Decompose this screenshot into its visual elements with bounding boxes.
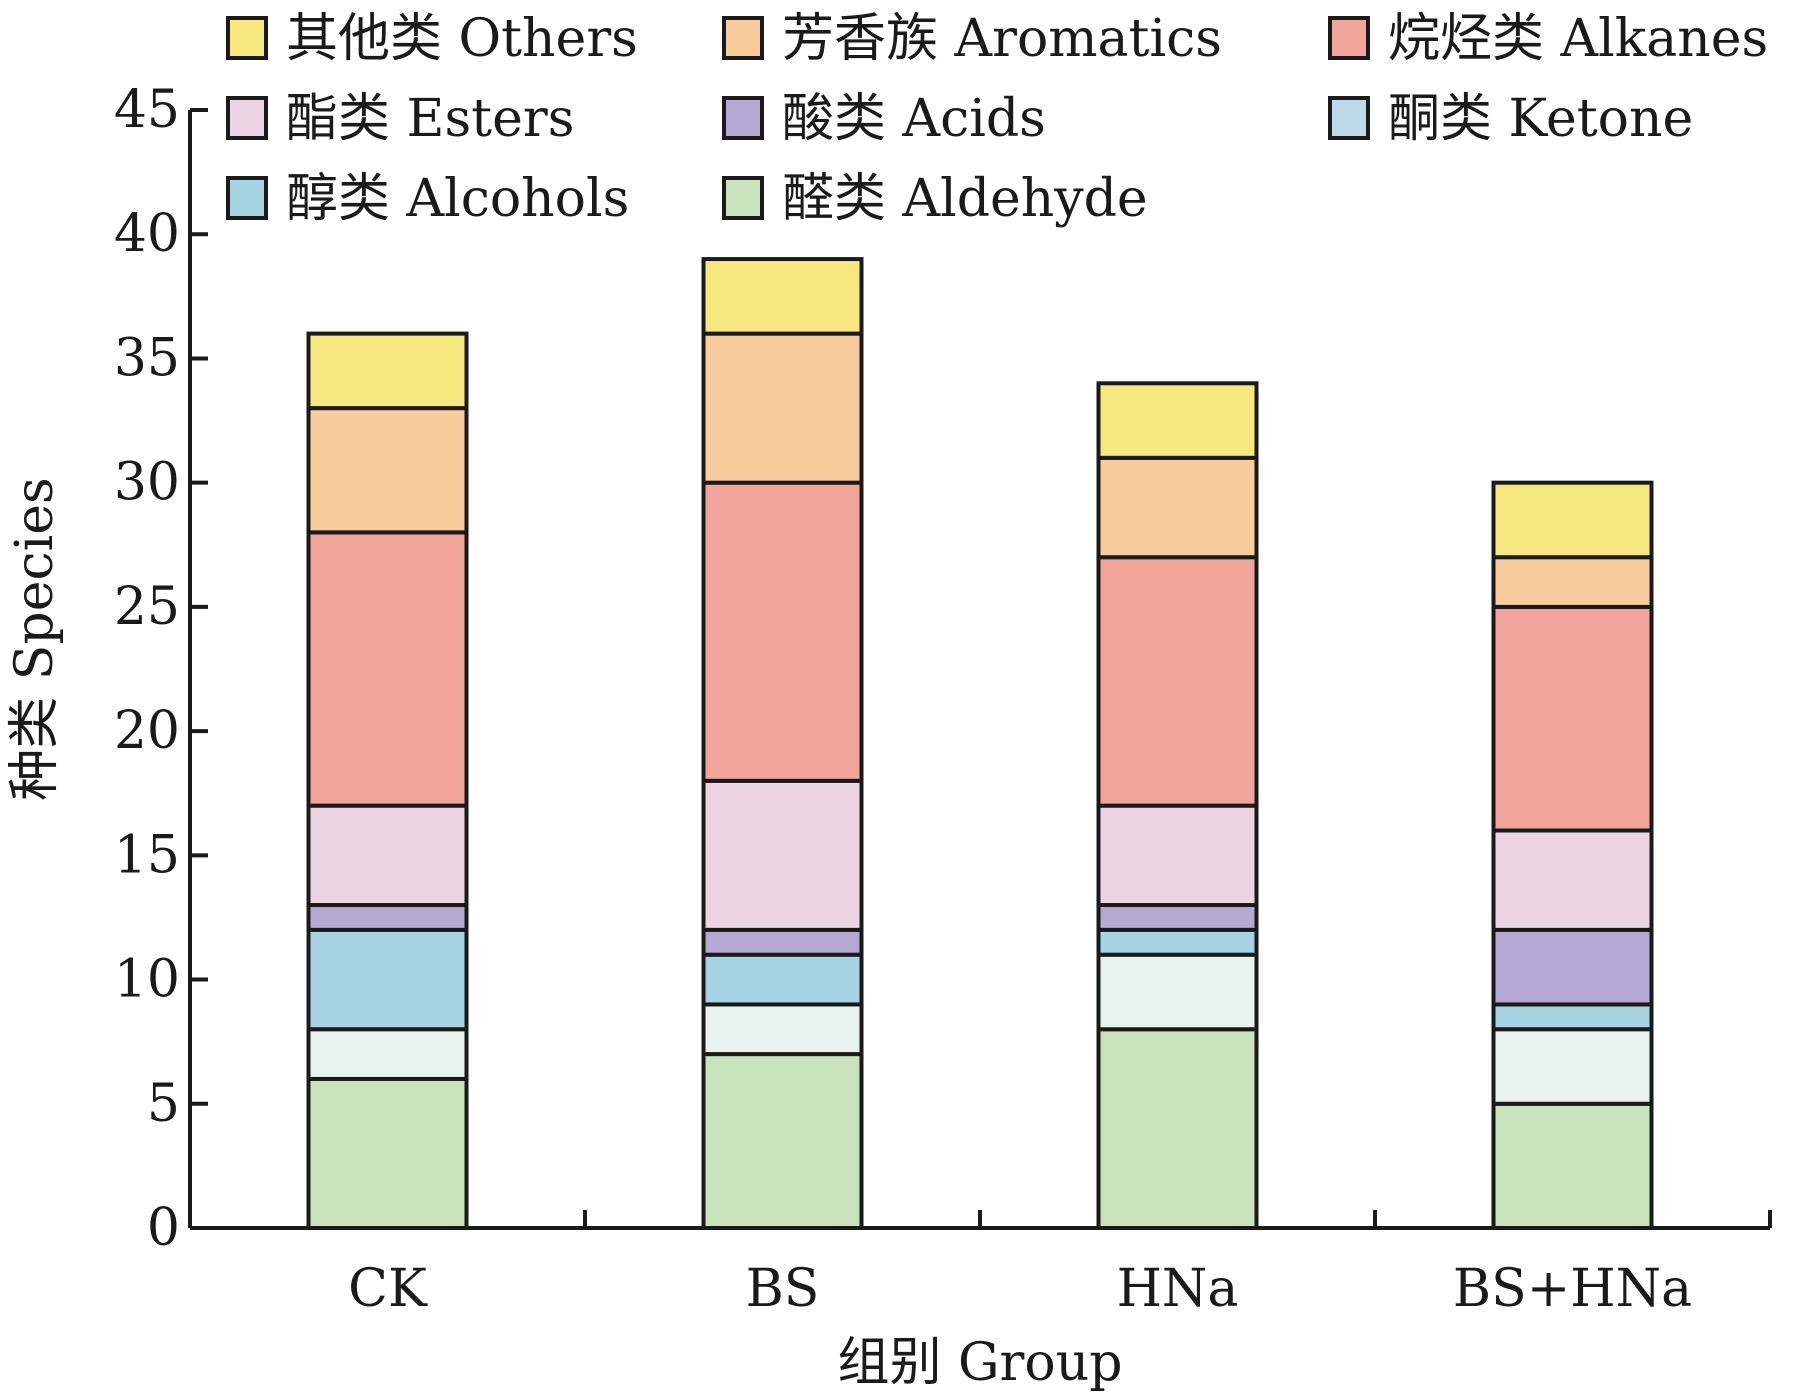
bar-segment (701, 331, 864, 485)
bar-segment (306, 530, 469, 808)
bar-segment (1491, 927, 1654, 1007)
x-axis-title: 组别 Group (837, 1333, 1122, 1393)
bar-segment (1096, 952, 1259, 1032)
legend-label: 酮类 Ketone (1388, 89, 1693, 149)
bar-segment (1096, 381, 1259, 460)
legend-label: 烷烃类 Alkanes (1388, 9, 1768, 69)
legend-label: 酯类 Esters (286, 89, 574, 149)
bar-segment (1491, 1027, 1654, 1106)
bar-segment (1096, 455, 1259, 560)
legend-swatch (1328, 96, 1370, 140)
bars (306, 257, 1654, 1231)
bar-segment (306, 927, 469, 1032)
legend-item: 酮类 Ketone (1328, 89, 1693, 149)
bar-segment (1491, 828, 1654, 932)
bar-segment (1491, 1101, 1654, 1231)
bar-ck (306, 331, 469, 1231)
bar-segment (1096, 903, 1259, 932)
legend-item: 醇类 Alcohols (226, 169, 629, 229)
legend-label: 醇类 Alcohols (286, 169, 629, 229)
y-tick-label: 30 (114, 453, 180, 513)
legend-swatch (722, 96, 764, 140)
bar-segment (306, 803, 469, 908)
axes (188, 110, 1770, 1230)
legend-swatch (1328, 16, 1370, 60)
y-tick-label: 20 (114, 701, 180, 761)
x-tick-label: CK (348, 1259, 428, 1319)
y-tick-label: 35 (114, 328, 180, 388)
y-tick-label: 40 (114, 204, 180, 264)
legend-swatch (722, 176, 764, 220)
bar-segment (306, 903, 469, 932)
bar-segment (306, 406, 469, 535)
bar-segment (701, 257, 864, 336)
bar-segment (1491, 1002, 1654, 1032)
x-tick-label: BS (746, 1259, 820, 1319)
y-axis-title: 种类 Species (5, 477, 65, 800)
legend-label: 芳香族 Aromatics (782, 9, 1222, 69)
legend-swatch (226, 176, 268, 220)
bar-segment (306, 1076, 469, 1231)
x-axis-tick-labels: CK BS HNa BS+HNa (348, 1259, 1692, 1319)
bar-segment (1096, 1027, 1259, 1230)
y-tick-label: 10 (114, 950, 180, 1010)
y-tick-label: 5 (147, 1074, 180, 1134)
bar-segment (1491, 604, 1654, 833)
bar-segment (701, 927, 864, 957)
legend-label: 其他类 Others (286, 9, 638, 69)
legend-item: 芳香族 Aromatics (722, 9, 1222, 69)
bar-segment (1096, 927, 1259, 957)
y-tick-label: 0 (147, 1198, 180, 1258)
y-tick-label: 15 (114, 825, 180, 885)
legend-item: 酸类 Acids (722, 89, 1046, 149)
bar-bs (701, 257, 864, 1230)
bar-segment (1096, 803, 1259, 908)
bar-segment (701, 778, 864, 932)
bar-segment (306, 1027, 469, 1081)
bar-bs-hna (1491, 480, 1654, 1231)
bar-segment (1491, 480, 1654, 560)
bar-segment (701, 1002, 864, 1057)
bar-hna (1096, 381, 1259, 1230)
x-tick-label: BS+HNa (1453, 1259, 1692, 1319)
y-tick-label: 25 (114, 577, 180, 637)
bar-segment (701, 952, 864, 1007)
bar-segment (701, 1052, 864, 1230)
x-tick-label: HNa (1117, 1259, 1239, 1319)
y-tick-label: 45 (114, 80, 180, 140)
bar-segment (1096, 555, 1259, 808)
legend-swatch (226, 16, 268, 60)
y-axis-ticks: 0 5 10 15 20 25 30 35 40 45 (114, 80, 1772, 1258)
bar-segment (701, 480, 864, 783)
legend-swatch (226, 96, 268, 140)
legend-item: 其他类 Others (226, 9, 638, 69)
legend-item: 烷烃类 Alkanes (1328, 9, 1768, 69)
legend-item: 酯类 Esters (226, 89, 574, 149)
legend-label: 酸类 Acids (782, 89, 1046, 149)
bar-segment (1491, 555, 1654, 609)
legend: 其他类 Others 芳香族 Aromatics 烷烃类 Alkanes 酯类 Est… (226, 9, 1768, 229)
legend-item: 醛类 Aldehyde (722, 169, 1148, 229)
bar-segment (306, 331, 469, 411)
legend-label: 醛类 Aldehyde (782, 169, 1148, 229)
legend-swatch (722, 16, 764, 60)
